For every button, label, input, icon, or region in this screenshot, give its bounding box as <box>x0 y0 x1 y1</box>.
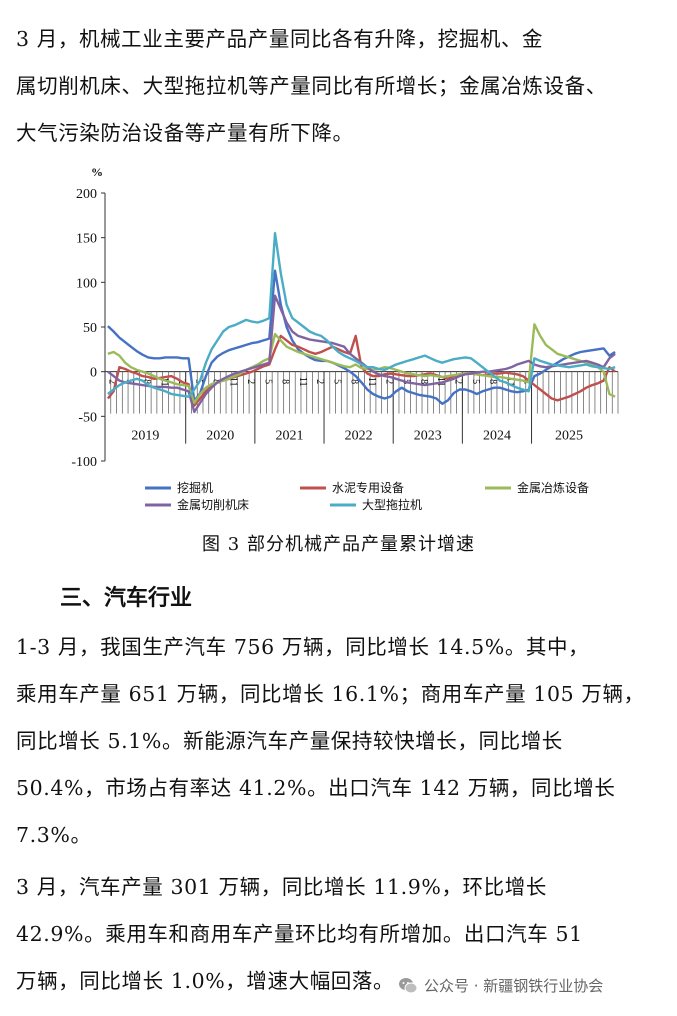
text-line: 同比增长 5.1%。新能源汽车产量保持较快增长，同比增长 <box>16 729 563 753</box>
month-tick-label: 5 <box>331 379 342 384</box>
month-tick-label: 8 <box>280 379 291 384</box>
month-tick-label: 2 <box>245 379 256 384</box>
month-tick-label: 2 <box>383 379 394 384</box>
y-tick-label: 150 <box>76 232 97 247</box>
year-label: 2021 <box>275 429 303 444</box>
y-tick-label: 200 <box>76 187 97 202</box>
month-tick-label: 11 <box>297 377 308 387</box>
text-line: 属切削机床、大型拖拉机等产量同比有所增长；金属冶炼设备、 <box>16 74 607 98</box>
legend-label: 挖掘机 <box>177 480 213 495</box>
section-title: 三、汽车行业 <box>60 586 193 611</box>
series-line <box>107 231 616 398</box>
year-label: 2019 <box>131 429 159 444</box>
paragraph-machinery: 3 月，机械工业主要产品产量同比各有升降，挖掘机、金 属切削机床、大型拖拉机等产… <box>16 16 664 157</box>
text-line: 50.4%，市场占有率达 41.2%。出口汽车 142 万辆，同比增长 <box>16 776 616 800</box>
month-tick-label: 2 <box>452 379 463 384</box>
figure-caption: 图 3 部分机械产品产量累计增速 <box>202 534 475 555</box>
text-line: 3 月，汽车产量 301 万辆，同比增长 11.9%，环比增长 <box>16 875 547 899</box>
month-tick-label: 2 <box>314 379 325 384</box>
legend-label: 金属切削机床 <box>177 497 249 512</box>
wechat-watermark: 公众号 · 新疆钢铁行业协会 <box>398 975 603 996</box>
month-tick-label: 11 <box>159 377 170 387</box>
watermark-text: 公众号 · 新疆钢铁行业协会 <box>424 977 604 995</box>
text-line: 7.3%。 <box>16 823 92 847</box>
y-tick-label: 50 <box>83 321 97 336</box>
month-tick-label: 11 <box>366 377 377 387</box>
year-label: 2024 <box>483 429 511 444</box>
month-tick-label: 5 <box>470 379 481 384</box>
paragraph-auto-q1: 1-3 月，我国生产汽车 756 万辆，同比增长 14.5%。其中， 乘用车产量… <box>16 624 664 859</box>
text-line: 1-3 月，我国生产汽车 756 万辆，同比增长 14.5%。其中， <box>16 635 590 659</box>
series-line <box>107 294 616 414</box>
month-tick-label: 8 <box>418 379 429 384</box>
month-tick-label: 11 <box>228 377 239 387</box>
y-tick-label: -100 <box>71 455 97 470</box>
year-label: 2020 <box>206 429 234 444</box>
y-tick-label: 0 <box>90 366 97 381</box>
month-tick-label: 11 <box>504 377 515 387</box>
text-line: 大气污染防治设备等产量有所下降。 <box>16 121 354 145</box>
y-tick-label: -50 <box>78 410 97 425</box>
month-tick-label: 8 <box>487 379 498 384</box>
paragraph-auto-march: 3 月，汽车产量 301 万辆，同比增长 11.9%，环比增长 42.9%。乘用… <box>16 864 664 1005</box>
legend-label: 水泥专用设备 <box>332 480 404 495</box>
text-line: 42.9%。乘用车和商用车产量环比均有所增加。出口汽车 51 <box>16 922 583 946</box>
month-tick-label: 8 <box>141 379 152 384</box>
y-axis-label: % <box>91 165 103 179</box>
text-line: 万辆，同比增长 1.0%，增速大幅回落。 <box>16 969 395 993</box>
machinery-output-line-chart: -100 -50 0 50 100 150 200% 2019 2020 2021 2022 2023… <box>71 165 619 512</box>
year-label: 2022 <box>345 429 373 444</box>
month-tick-label: 2 <box>107 379 118 384</box>
year-label: 2025 <box>555 429 583 444</box>
month-tick-label: 8 <box>349 379 360 384</box>
y-tick-label: 100 <box>76 276 97 291</box>
month-tick-label: 5 <box>262 379 273 384</box>
wechat-icon <box>399 977 418 993</box>
legend-label: 金属冶炼设备 <box>517 480 589 495</box>
text-line: 3 月，机械工业主要产品产量同比各有升降，挖掘机、金 <box>16 27 544 51</box>
legend-label: 大型拖拉机 <box>362 497 422 512</box>
year-label: 2023 <box>414 429 442 444</box>
text-line: 乘用车产量 651 万辆，同比增长 16.1%；商用车产量 105 万辆， <box>16 682 645 706</box>
